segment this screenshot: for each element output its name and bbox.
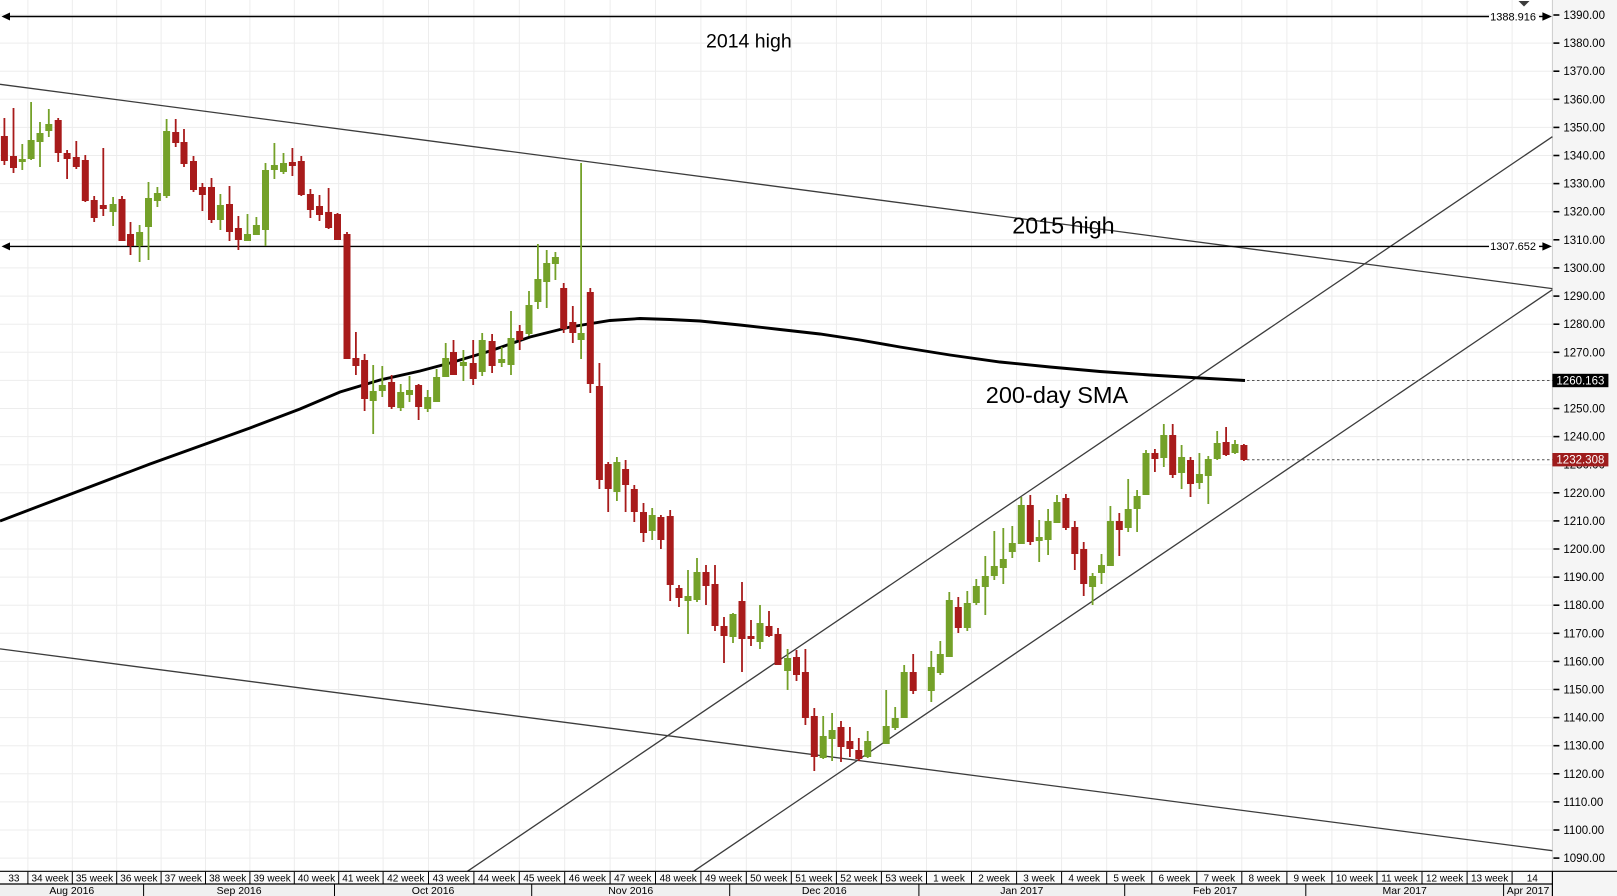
- svg-text:Dec 2016: Dec 2016: [802, 885, 847, 896]
- svg-text:Oct 2016: Oct 2016: [412, 885, 455, 896]
- svg-text:1250.00: 1250.00: [1563, 404, 1605, 416]
- svg-text:2014 high: 2014 high: [706, 31, 792, 53]
- svg-text:1280.00: 1280.00: [1563, 319, 1605, 331]
- svg-text:Sep 2016: Sep 2016: [217, 885, 262, 896]
- svg-text:1390.00: 1390.00: [1563, 10, 1605, 22]
- svg-text:1388.916: 1388.916: [1490, 11, 1536, 23]
- svg-text:Jan 2017: Jan 2017: [1000, 885, 1043, 896]
- svg-text:37 week: 37 week: [165, 873, 203, 884]
- svg-text:1140.00: 1140.00: [1563, 713, 1604, 725]
- svg-text:Aug 2016: Aug 2016: [49, 885, 94, 896]
- svg-text:1380.00: 1380.00: [1563, 38, 1605, 50]
- svg-text:1360.00: 1360.00: [1563, 94, 1605, 106]
- svg-text:8 week: 8 week: [1249, 873, 1282, 884]
- svg-text:38 week: 38 week: [209, 873, 247, 884]
- svg-text:1340.00: 1340.00: [1563, 151, 1605, 163]
- svg-text:1110.00: 1110.00: [1563, 797, 1603, 809]
- svg-text:6 week: 6 week: [1158, 873, 1191, 884]
- svg-text:1090.00: 1090.00: [1563, 853, 1605, 865]
- svg-text:10 week: 10 week: [1336, 873, 1374, 884]
- svg-text:1232.308: 1232.308: [1556, 455, 1604, 467]
- svg-text:1350.00: 1350.00: [1563, 122, 1605, 134]
- svg-text:1370.00: 1370.00: [1563, 66, 1605, 78]
- svg-text:Nov 2016: Nov 2016: [608, 885, 653, 896]
- svg-text:9 week: 9 week: [1294, 873, 1327, 884]
- svg-text:11 week: 11 week: [1381, 873, 1419, 884]
- svg-text:46 week: 46 week: [569, 873, 607, 884]
- svg-text:1300.00: 1300.00: [1563, 263, 1605, 275]
- svg-text:13 week: 13 week: [1471, 873, 1509, 884]
- svg-text:1310.00: 1310.00: [1563, 235, 1605, 247]
- svg-text:48 week: 48 week: [660, 873, 698, 884]
- svg-text:42 week: 42 week: [387, 873, 425, 884]
- svg-text:34 week: 34 week: [31, 873, 69, 884]
- svg-text:45 week: 45 week: [523, 873, 561, 884]
- svg-text:43 week: 43 week: [433, 873, 471, 884]
- svg-text:53 week: 53 week: [885, 873, 923, 884]
- svg-text:2 week: 2 week: [978, 873, 1011, 884]
- svg-text:1270.00: 1270.00: [1563, 347, 1605, 359]
- svg-text:1190.00: 1190.00: [1563, 572, 1604, 584]
- svg-text:41 week: 41 week: [342, 873, 380, 884]
- svg-text:1100.00: 1100.00: [1563, 825, 1604, 837]
- svg-text:Feb 2017: Feb 2017: [1193, 885, 1238, 896]
- svg-text:14: 14: [1527, 873, 1539, 884]
- svg-text:35 week: 35 week: [76, 873, 114, 884]
- svg-text:1240.00: 1240.00: [1563, 432, 1605, 444]
- svg-text:1120.00: 1120.00: [1563, 769, 1604, 781]
- svg-text:1210.00: 1210.00: [1563, 516, 1605, 528]
- svg-text:1307.652: 1307.652: [1490, 241, 1536, 253]
- svg-text:36 week: 36 week: [120, 873, 158, 884]
- svg-text:1330.00: 1330.00: [1563, 179, 1605, 191]
- svg-text:5 week: 5 week: [1113, 873, 1146, 884]
- svg-text:1220.00: 1220.00: [1563, 488, 1605, 500]
- svg-text:1170.00: 1170.00: [1563, 628, 1604, 640]
- svg-text:1130.00: 1130.00: [1563, 741, 1604, 753]
- svg-text:50 week: 50 week: [750, 873, 788, 884]
- svg-text:Mar 2017: Mar 2017: [1383, 885, 1428, 896]
- svg-text:33: 33: [8, 873, 20, 884]
- svg-text:49 week: 49 week: [705, 873, 743, 884]
- svg-text:1150.00: 1150.00: [1563, 685, 1604, 697]
- svg-text:Apr 2017: Apr 2017: [1507, 885, 1550, 896]
- svg-text:39 week: 39 week: [253, 873, 291, 884]
- svg-text:44 week: 44 week: [478, 873, 516, 884]
- svg-text:4 week: 4 week: [1068, 873, 1101, 884]
- svg-text:12 week: 12 week: [1426, 873, 1464, 884]
- svg-text:47 week: 47 week: [614, 873, 652, 884]
- svg-text:1200.00: 1200.00: [1563, 544, 1605, 556]
- svg-text:7 week: 7 week: [1203, 873, 1236, 884]
- svg-text:1180.00: 1180.00: [1563, 600, 1604, 612]
- svg-text:2015 high: 2015 high: [1012, 212, 1114, 238]
- svg-text:1290.00: 1290.00: [1563, 291, 1605, 303]
- svg-text:1 week: 1 week: [933, 873, 966, 884]
- svg-text:1320.00: 1320.00: [1563, 207, 1605, 219]
- svg-text:200-day SMA: 200-day SMA: [986, 382, 1129, 408]
- svg-text:3 week: 3 week: [1023, 873, 1056, 884]
- svg-text:40 week: 40 week: [298, 873, 336, 884]
- svg-text:1260.163: 1260.163: [1556, 375, 1604, 387]
- svg-text:1160.00: 1160.00: [1563, 656, 1604, 668]
- svg-text:52 week: 52 week: [840, 873, 878, 884]
- svg-text:51 week: 51 week: [795, 873, 833, 884]
